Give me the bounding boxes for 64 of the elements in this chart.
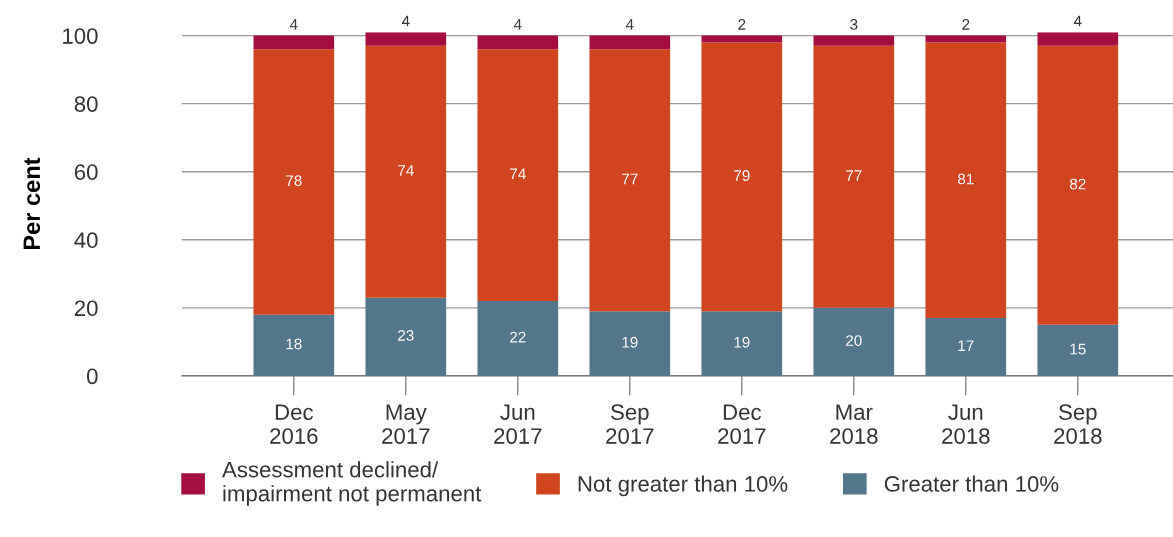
legend-label: Assessment declined/ impairment not permanent	[222, 461, 482, 506]
bar	[589, 311, 671, 376]
data-label: 19	[734, 336, 750, 348]
bar	[477, 301, 559, 376]
bar	[701, 42, 783, 312]
bar	[1037, 32, 1119, 46]
data-label: 4	[1073, 15, 1082, 27]
bar	[477, 49, 559, 302]
bar	[253, 35, 335, 50]
data-label: 22	[510, 331, 526, 343]
bar	[365, 32, 447, 46]
x-tick-label: Sep 2018	[1054, 404, 1102, 444]
data-label: 23	[398, 330, 414, 341]
data-label: 18	[286, 338, 302, 350]
legend-label: Greater than 10%	[884, 475, 1059, 492]
bar	[589, 35, 671, 50]
x-tick-label: Jun 2018	[942, 404, 990, 444]
x-tick-label: Dec 2016	[270, 404, 318, 444]
data-label: 17	[958, 340, 974, 351]
y-tick-label: 40	[74, 232, 98, 249]
data-label: 4	[513, 19, 522, 30]
bar	[253, 314, 335, 376]
bar	[813, 45, 895, 308]
data-label: 4	[289, 19, 298, 30]
y-tick-label: 100	[63, 28, 98, 44]
data-label: 2	[962, 19, 970, 30]
bar	[589, 49, 671, 312]
y-tick-label: 60	[74, 164, 98, 180]
y-tick-label: 20	[74, 300, 98, 317]
y-axis-title: Per cent	[23, 157, 41, 250]
data-label: 3	[850, 19, 858, 30]
data-label: 82	[1069, 178, 1086, 190]
data-label: 74	[398, 165, 414, 176]
bar	[1037, 324, 1119, 376]
bar	[365, 45, 447, 298]
data-label: 4	[401, 15, 410, 27]
x-tick-label: Jun 2017	[494, 404, 542, 444]
x-tick-label: Sep 2017	[606, 404, 654, 444]
bar	[925, 318, 1007, 376]
bar	[701, 311, 783, 376]
y-tick-label: 0	[86, 368, 98, 385]
bar	[253, 49, 335, 315]
x-tick-label: Dec 2017	[718, 404, 766, 444]
y-tick-label: 80	[74, 96, 98, 112]
bar	[813, 35, 895, 46]
data-label: 20	[846, 335, 862, 346]
bar	[813, 307, 895, 376]
data-label: 74	[510, 168, 526, 180]
bar	[477, 35, 559, 50]
data-label: 15	[1070, 343, 1086, 355]
legend-label: Not greater than 10%	[578, 475, 788, 497]
data-label: 78	[286, 175, 302, 187]
bar	[925, 42, 1007, 319]
data-label: 81	[957, 173, 974, 185]
bar	[1037, 45, 1119, 325]
data-label: 77	[846, 170, 862, 181]
data-label: 77	[622, 173, 638, 185]
data-label: 79	[734, 170, 750, 181]
bar	[365, 297, 447, 376]
data-label: 2	[738, 19, 746, 30]
data-label: 4	[625, 19, 634, 30]
x-tick-label: Mar 2018	[830, 404, 878, 444]
data-label: 19	[622, 336, 638, 348]
x-tick-label: May 2017	[382, 404, 430, 444]
